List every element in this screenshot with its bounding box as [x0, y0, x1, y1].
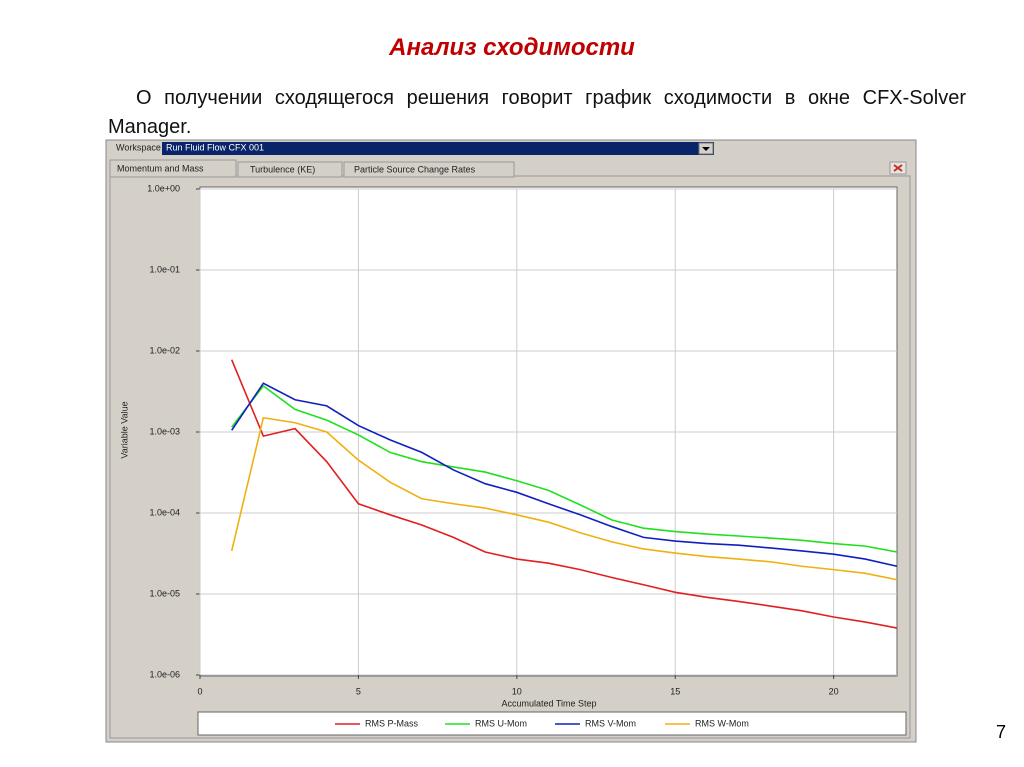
workspace-value: Run Fluid Flow CFX 001 [166, 142, 264, 152]
series-line [231, 382, 898, 568]
x-axis-label: Accumulated Time Step [501, 698, 596, 708]
series-line [231, 384, 898, 553]
y-axis-label: Variable Value [119, 401, 129, 458]
y-tick-label: 1.0e+00 [147, 183, 180, 193]
y-tick-label: 1.0e-05 [149, 588, 180, 598]
y-tick-label: 1.0e-03 [149, 426, 180, 436]
workspace-select[interactable] [162, 142, 714, 155]
tab-label: Particle Source Change Rates [354, 164, 476, 174]
y-tick-label: 1.0e-04 [149, 507, 180, 517]
tab[interactable] [343, 161, 515, 178]
tab-label: Turbulence (KE) [250, 164, 315, 174]
y-tick-label: 1.0e-01 [149, 264, 180, 274]
series-line [230, 416, 898, 581]
y-tick-label: 1.0e-06 [149, 669, 180, 679]
tab[interactable] [109, 159, 237, 178]
slide-title: Анализ сходимости [389, 34, 635, 61]
x-tick-label: 10 [512, 686, 522, 696]
tab-label: Momentum and Mass [117, 163, 204, 173]
x-tick-label: 5 [356, 686, 361, 696]
x-tick-label: 0 [197, 686, 202, 696]
legend-label: RMS W-Mom [695, 718, 749, 728]
legend-label: RMS P-Mass [365, 718, 419, 728]
legend-label: RMS V-Mom [585, 718, 636, 728]
tab[interactable] [237, 161, 343, 178]
legend-box [197, 711, 907, 736]
close-icon [893, 164, 903, 172]
workspace-label: Workspace [116, 142, 161, 152]
series-line [230, 359, 898, 629]
x-tick-label: 15 [670, 686, 680, 696]
page-number: 7 [996, 722, 1007, 742]
legend-label: RMS U-Mom [475, 718, 527, 728]
x-tick-label: 20 [829, 686, 839, 696]
dropdown-arrow [702, 147, 710, 151]
y-tick-label: 1.0e-02 [149, 345, 180, 355]
slide-text: О получении сходящегося решения говорит … [108, 87, 966, 138]
